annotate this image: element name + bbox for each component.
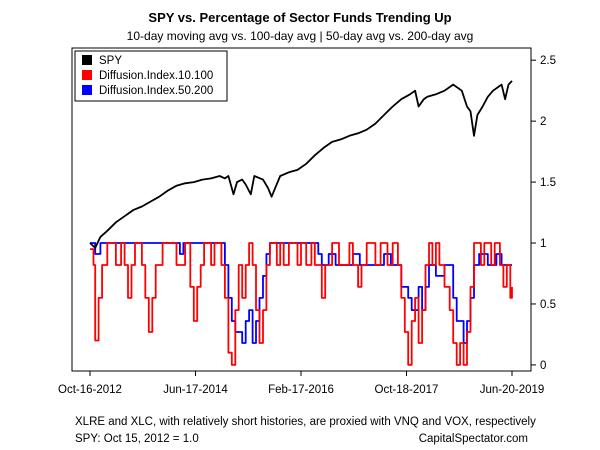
- legend-label: SPY: [99, 55, 122, 67]
- x-tick-label: Jun-20-2019: [480, 384, 545, 396]
- y-tick-label: 1.5: [540, 177, 556, 189]
- y-tick-label: 2: [540, 116, 546, 128]
- series-layer: [89, 80, 513, 366]
- legend-swatch: [82, 85, 92, 95]
- y-axis: 0 0.5 1 1.5 2 2.5: [531, 55, 556, 372]
- x-tick-label: Feb-17-2016: [268, 384, 334, 396]
- legend: SPY Diffusion.Index.10.100 Diffusion.Index…: [74, 50, 228, 102]
- legend-label: Diffusion.Index.50.200: [99, 85, 213, 97]
- x-tick-label: Jun-17-2014: [163, 384, 228, 396]
- y-tick-label: 0: [540, 360, 546, 372]
- x-tick-label: Oct-16-2012: [58, 384, 122, 396]
- footnote: XLRE and XLC, with relatively short hist…: [75, 416, 536, 428]
- legend-box: [74, 50, 228, 102]
- series-line-diffusion-index-10-100: [90, 242, 513, 366]
- x-tick-label: Oct-18-2017: [375, 384, 439, 396]
- chart-subtitle: 10-day moving avg vs. 100-day avg | 50-d…: [127, 29, 474, 43]
- y-tick-label: 2.5: [540, 55, 556, 67]
- legend-swatch: [82, 70, 92, 80]
- y-tick-label: 0.5: [540, 299, 556, 311]
- legend-label: Diffusion.Index.10.100: [99, 70, 213, 82]
- base-note: SPY: Oct 15, 2012 = 1.0: [75, 433, 199, 445]
- chart-title: SPY vs. Percentage of Sector Funds Trend…: [148, 10, 451, 25]
- source-credit: CapitalSpectator.com: [419, 433, 528, 445]
- x-axis: Oct-16-2012 Jun-17-2014 Feb-17-2016 Oct-18-…: [58, 371, 544, 396]
- legend-swatch: [82, 55, 92, 65]
- y-tick-label: 1: [540, 238, 546, 250]
- series-line-spy: [89, 80, 513, 249]
